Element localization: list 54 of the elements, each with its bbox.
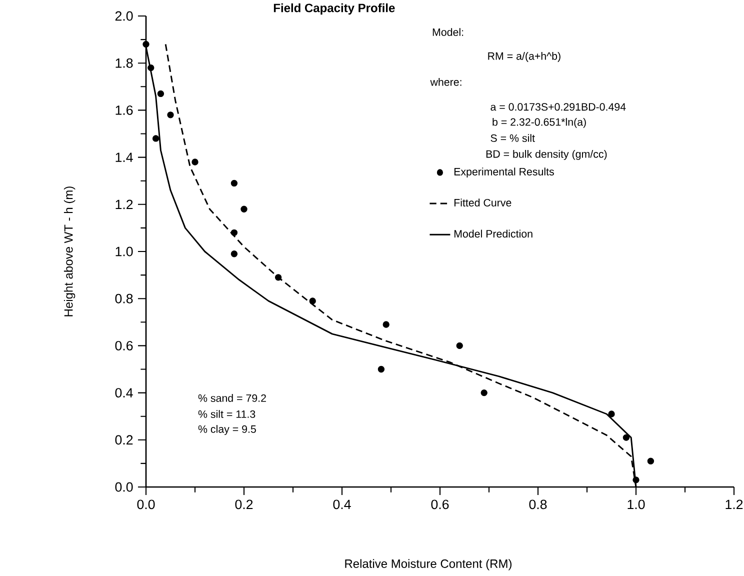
point	[192, 158, 198, 166]
y-tick-label: 2.0	[115, 11, 133, 21]
annotation: % clay = 9.5	[198, 425, 256, 435]
annotation: % silt = 11.3	[198, 410, 256, 418]
annotation: S = % silt	[490, 134, 535, 142]
x-tick-label: 0.0	[137, 500, 155, 510]
annotation: % sand = 79.2	[198, 394, 266, 402]
y-tick-label: 0.6	[115, 340, 133, 350]
x-tick-label: 0.8	[529, 500, 547, 510]
x-axis-title: Relative Moisture Content (RM)	[345, 559, 512, 570]
y-axis-title: Height above WT - h (m)	[64, 186, 76, 316]
y-tick-label: 1.4	[116, 152, 133, 162]
legend-label: Fitted Curve	[454, 198, 512, 207]
point	[622, 434, 630, 441]
y-tick-label: 1.0	[116, 246, 133, 256]
point	[456, 342, 463, 350]
point	[152, 135, 160, 142]
point	[157, 90, 164, 98]
x-tick-label: 1.2	[726, 500, 743, 510]
point	[142, 40, 150, 48]
y-tick-label: 0.4	[115, 388, 133, 398]
annotation: a = 0.0173S+0.291BD-0.494	[490, 103, 626, 111]
legend-label: Experimental Results	[454, 168, 554, 178]
x-tick-label: 0.4	[333, 500, 351, 510]
point	[167, 112, 174, 118]
legend-label: Model Prediction	[454, 230, 532, 238]
annotation: where:	[430, 78, 462, 86]
point	[230, 229, 238, 236]
point	[632, 476, 640, 484]
annotation: b = 2.32-0.651*ln(a)	[492, 118, 586, 128]
point	[274, 274, 282, 281]
chart-title: Field Capacity Profile	[274, 3, 395, 15]
y-tick-label: 1.8	[116, 58, 133, 68]
point	[148, 64, 154, 72]
y-tick-label: 1.2	[116, 200, 133, 210]
x-tick-label: 0.6	[431, 500, 449, 510]
annotation: BD = bulk density (gm/cc)	[486, 150, 607, 160]
x-tick-label: 1.0	[628, 500, 645, 510]
annotation: Model:	[432, 28, 464, 36]
y-tick-label: 0.0	[115, 482, 133, 492]
point	[378, 366, 385, 373]
y-tick-label: 1.6	[116, 105, 133, 115]
y-tick-label: 0.2	[115, 435, 133, 445]
annotation: RM = a/(a+h^b)	[488, 52, 560, 62]
point	[480, 389, 488, 396]
point	[647, 458, 654, 464]
point	[230, 180, 238, 187]
x-tick-label: 0.2	[235, 500, 253, 510]
point	[240, 206, 248, 212]
point	[608, 410, 615, 418]
point	[382, 321, 390, 328]
point	[230, 250, 238, 258]
point	[309, 298, 316, 304]
y-tick-label: 0.8	[115, 294, 133, 304]
